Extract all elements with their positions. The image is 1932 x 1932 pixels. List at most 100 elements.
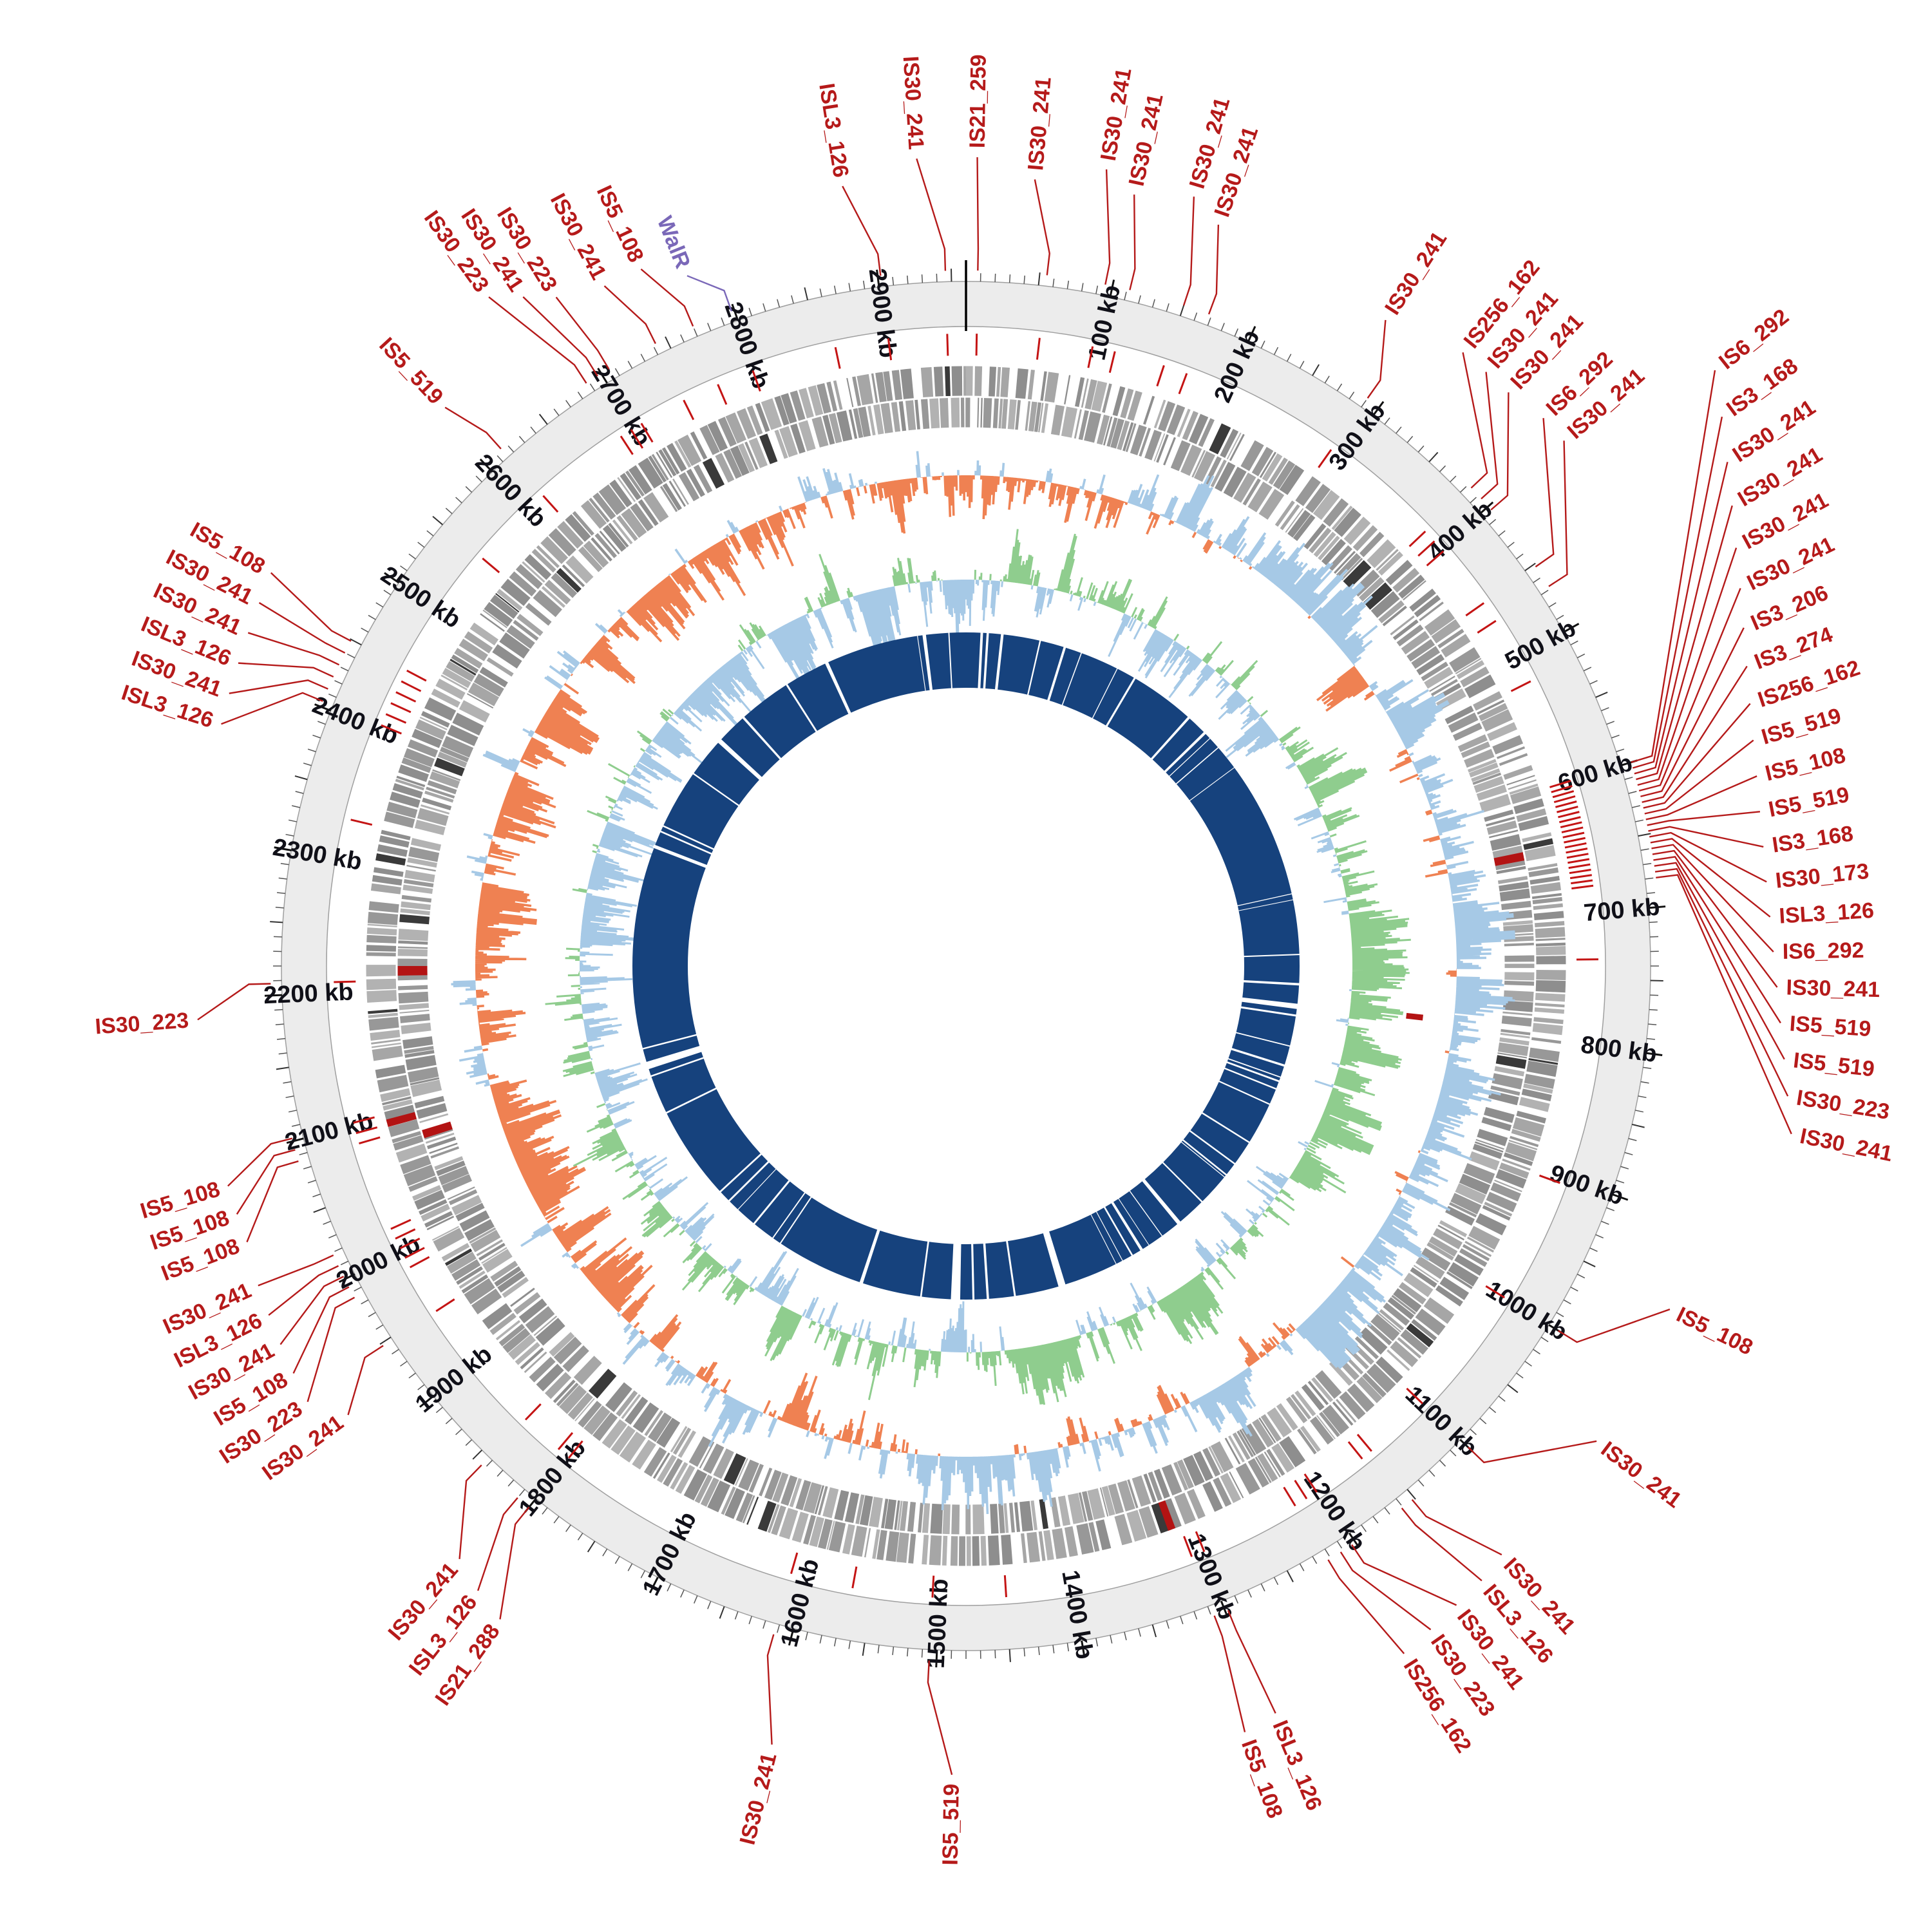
leader-line [229,679,328,694]
leader-line [258,1254,334,1287]
gene-track [366,366,1566,1566]
leader-line [1648,826,1764,848]
leader-line [766,1634,775,1745]
is-element-label: IS5_108 [1763,743,1848,786]
is-element-label: IS5_519 [1766,782,1852,822]
leader-line [1653,856,1781,1024]
histogram-track-gc-skew [451,451,1515,1515]
is-element-label: IS30_241 [1096,66,1137,163]
leader-line [1632,416,1723,769]
leader-line [555,296,610,370]
leader-line [238,662,334,678]
leader-line [221,692,323,725]
is-element-label: IS30_241 [898,55,929,151]
leader-line [459,1464,482,1559]
leader-line [246,1160,299,1243]
leader-line [1651,844,1774,952]
leader-line [687,275,733,312]
leader-line [1634,462,1728,775]
scale-ticks [264,260,1666,1668]
is-position-ticks [334,334,1598,1598]
leader-line [1351,1544,1457,1606]
gene-label: WalR [652,213,696,272]
leader-line [1034,179,1050,276]
leader-line [1644,739,1754,815]
is-element-label: IS30_241 [1798,1124,1895,1166]
leader-line [1227,1609,1276,1714]
is-element-label: IS3_168 [1770,821,1855,857]
leader-line [1656,874,1792,1135]
scale-label: 1500 kb [923,1578,954,1669]
is-element-label: IS30_241 [735,1750,782,1847]
leader-line [1654,862,1785,1060]
leader-line [1640,627,1745,797]
leader-line [927,1660,953,1776]
is-element-label: IS5_519 [374,333,448,410]
leader-line [842,185,882,276]
is-element-label: IS30_223 [94,1008,189,1039]
leader-line [1548,440,1568,587]
leader-line [1462,352,1488,489]
leader-line [1652,849,1778,988]
leader-line [1467,1440,1597,1464]
is-element-label: IS5_519 [1789,1011,1872,1041]
leader-line [1643,703,1751,809]
leader-line [1637,547,1738,786]
leader-line [1481,372,1499,500]
is-element-label: IS30_241 [1786,975,1880,1002]
leader-line [1129,194,1136,290]
leader-line [477,1497,518,1591]
leader-line [236,1149,296,1215]
inner-coverage-ring [632,631,1301,1301]
leader-line [1558,1308,1671,1343]
scale-label: 700 kb [1583,893,1661,927]
is-element-label: IS30_241 [1596,1437,1686,1513]
leader-line [1104,169,1111,285]
is-element-label: IS30_173 [1774,859,1870,893]
leader-line [1340,1551,1432,1631]
leader-line [347,1345,384,1416]
is-element-label: IS5_519 [1759,703,1844,749]
leader-line [1636,505,1733,781]
leader-line [279,1276,345,1345]
leader-line [1490,392,1510,511]
is-element-label: IS30_241 [1380,227,1452,319]
is-element-label: IS30_241 [1023,76,1056,171]
leader-line [227,1137,292,1187]
label-leader-lines [197,157,1792,1776]
leader-line [916,158,947,271]
is-element-label: IS21_259 [965,54,991,148]
leader-line [499,1506,530,1620]
leader-line [307,1296,355,1403]
leader-line [1649,831,1767,883]
leader-line [1642,665,1748,803]
leader-line [1182,196,1195,306]
scale-label: 2900 kb [864,267,902,359]
leader-line [292,1286,350,1374]
is-element-label: IS30_241 [1124,91,1168,188]
leader-line [522,296,598,377]
is-element-label: ISL3_126 [1778,898,1874,929]
leader-line [247,632,340,666]
leader-line [488,296,587,384]
leader-line [270,572,352,642]
is-element-label: IS5_519 [938,1783,964,1865]
leader-line [603,285,656,345]
leader-line [640,268,694,327]
leader-line [1654,867,1789,1097]
leader-line [1638,588,1741,792]
leader-line [1535,418,1555,568]
leader-line [444,406,502,450]
is-element-label: IS6_292 [1782,938,1864,964]
leader-line [197,983,271,1021]
is-element-label: IS30_223 [1795,1086,1891,1124]
leader-line [268,1265,339,1316]
is-element-label: IS5_108 [1672,1302,1757,1360]
leader-line [1401,1507,1482,1582]
leader-line [1213,1615,1246,1732]
leader-line [1645,775,1757,820]
leader-line [1631,370,1716,763]
is-element-label: ISL3_126 [814,82,853,180]
